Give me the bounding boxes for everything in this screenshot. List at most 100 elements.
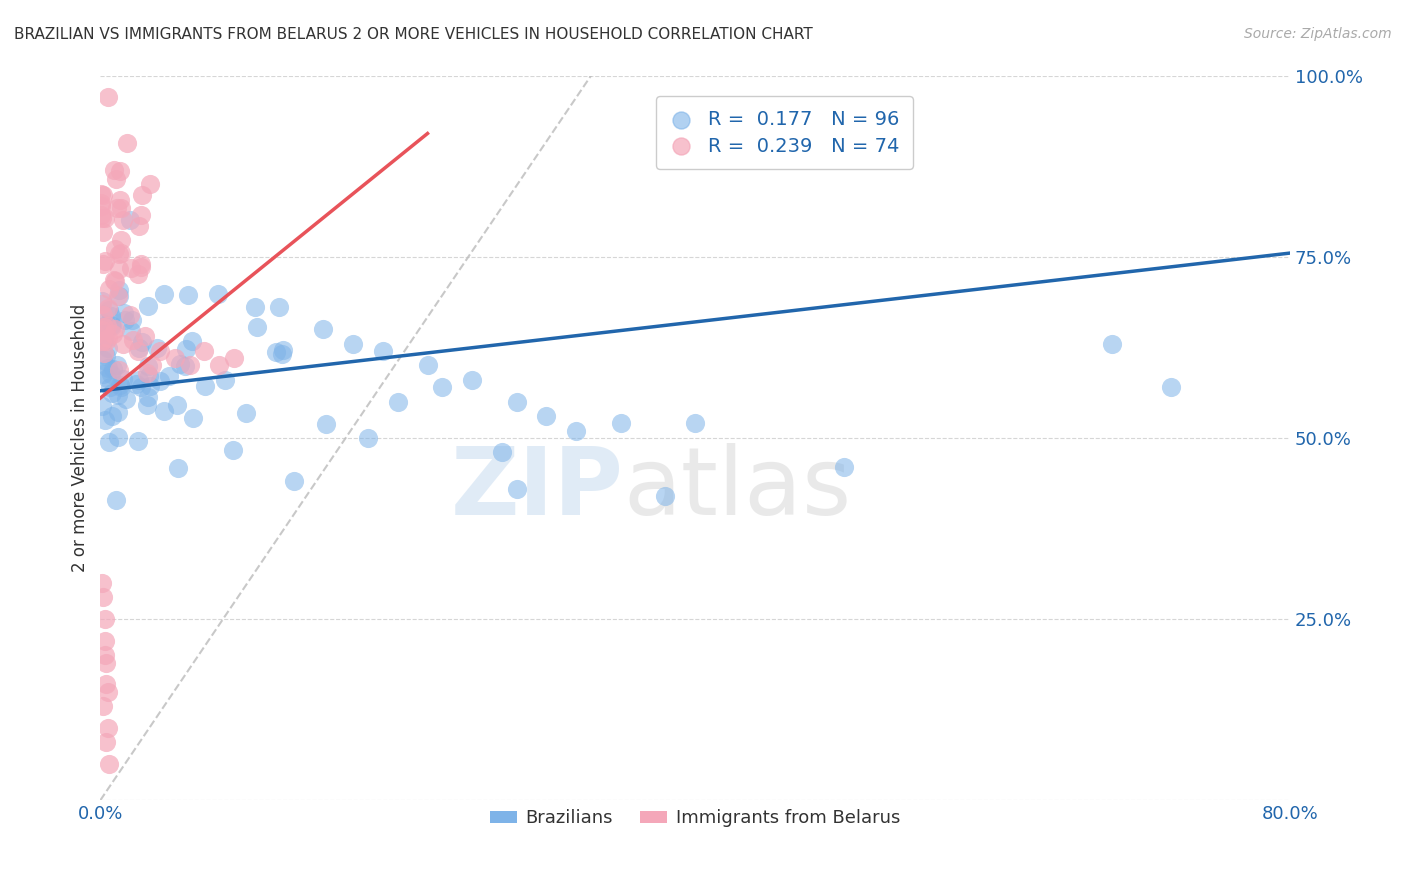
Point xyxy=(112,371,135,385)
Point xyxy=(108,289,131,303)
Point xyxy=(100,318,122,332)
Point xyxy=(94,648,117,663)
Point xyxy=(222,443,245,458)
Text: ZIP: ZIP xyxy=(451,442,624,534)
Point xyxy=(108,262,131,277)
Point xyxy=(90,575,112,590)
Point xyxy=(112,305,135,319)
Point xyxy=(136,399,159,413)
Point xyxy=(127,343,149,358)
Point xyxy=(243,300,266,314)
Point xyxy=(416,359,439,373)
Point xyxy=(129,208,152,222)
Point xyxy=(387,394,409,409)
Point xyxy=(235,406,257,420)
Point xyxy=(169,358,191,372)
Point xyxy=(654,489,676,503)
Point xyxy=(138,177,160,191)
Point xyxy=(117,136,139,151)
Point xyxy=(90,196,112,211)
Point xyxy=(120,324,142,338)
Point xyxy=(181,334,204,348)
Text: Source: ZipAtlas.com: Source: ZipAtlas.com xyxy=(1244,27,1392,41)
Point xyxy=(138,378,160,392)
Point xyxy=(101,319,124,334)
Point xyxy=(207,287,229,301)
Point xyxy=(683,417,706,431)
Text: atlas: atlas xyxy=(624,442,852,534)
Point xyxy=(138,369,160,384)
Point xyxy=(91,353,114,368)
Point xyxy=(1101,336,1123,351)
Point xyxy=(127,267,149,281)
Point xyxy=(101,385,124,400)
Point xyxy=(610,417,633,431)
Point xyxy=(120,261,142,276)
Point xyxy=(173,359,195,373)
Point xyxy=(342,336,364,351)
Point xyxy=(94,413,117,427)
Point xyxy=(432,380,454,394)
Point xyxy=(104,274,127,288)
Point xyxy=(105,201,128,215)
Point xyxy=(90,399,112,413)
Point xyxy=(96,318,118,333)
Point xyxy=(91,297,114,311)
Point xyxy=(264,345,287,359)
Point xyxy=(121,334,143,348)
Point xyxy=(271,347,294,361)
Point xyxy=(91,698,114,713)
Point xyxy=(104,322,127,336)
Legend: Brazilians, Immigrants from Belarus: Brazilians, Immigrants from Belarus xyxy=(482,802,908,835)
Point xyxy=(93,187,115,202)
Point xyxy=(129,260,152,275)
Point xyxy=(127,434,149,449)
Point xyxy=(110,245,132,260)
Point xyxy=(208,359,231,373)
Point xyxy=(224,351,246,366)
Point xyxy=(97,90,120,104)
Point xyxy=(246,320,269,334)
Point xyxy=(94,253,117,268)
Point xyxy=(96,371,118,385)
Point xyxy=(98,434,121,449)
Point xyxy=(98,380,121,394)
Point xyxy=(214,373,236,387)
Point xyxy=(98,302,121,317)
Point xyxy=(91,225,114,239)
Point xyxy=(105,358,128,372)
Point xyxy=(97,684,120,698)
Point xyxy=(267,301,290,315)
Point xyxy=(153,404,176,418)
Point xyxy=(94,612,117,626)
Point xyxy=(100,309,122,323)
Point xyxy=(101,362,124,376)
Point xyxy=(91,293,114,308)
Point xyxy=(96,656,118,670)
Point xyxy=(97,361,120,376)
Point xyxy=(149,374,172,388)
Y-axis label: 2 or more Vehicles in Household: 2 or more Vehicles in Household xyxy=(72,304,89,572)
Point xyxy=(565,424,588,438)
Point xyxy=(146,341,169,355)
Point xyxy=(97,721,120,735)
Point xyxy=(103,242,125,256)
Point xyxy=(104,493,127,508)
Point xyxy=(128,219,150,233)
Point xyxy=(166,398,188,412)
Point xyxy=(96,735,118,749)
Point xyxy=(357,431,380,445)
Point xyxy=(107,289,129,303)
Point xyxy=(129,380,152,394)
Point xyxy=(193,343,215,358)
Point xyxy=(120,308,142,322)
Point xyxy=(97,331,120,345)
Point xyxy=(103,273,125,287)
Point xyxy=(91,591,114,605)
Point xyxy=(101,327,124,342)
Point xyxy=(94,334,117,348)
Point xyxy=(91,211,114,225)
Point xyxy=(129,258,152,272)
Point xyxy=(93,308,115,322)
Point xyxy=(114,313,136,327)
